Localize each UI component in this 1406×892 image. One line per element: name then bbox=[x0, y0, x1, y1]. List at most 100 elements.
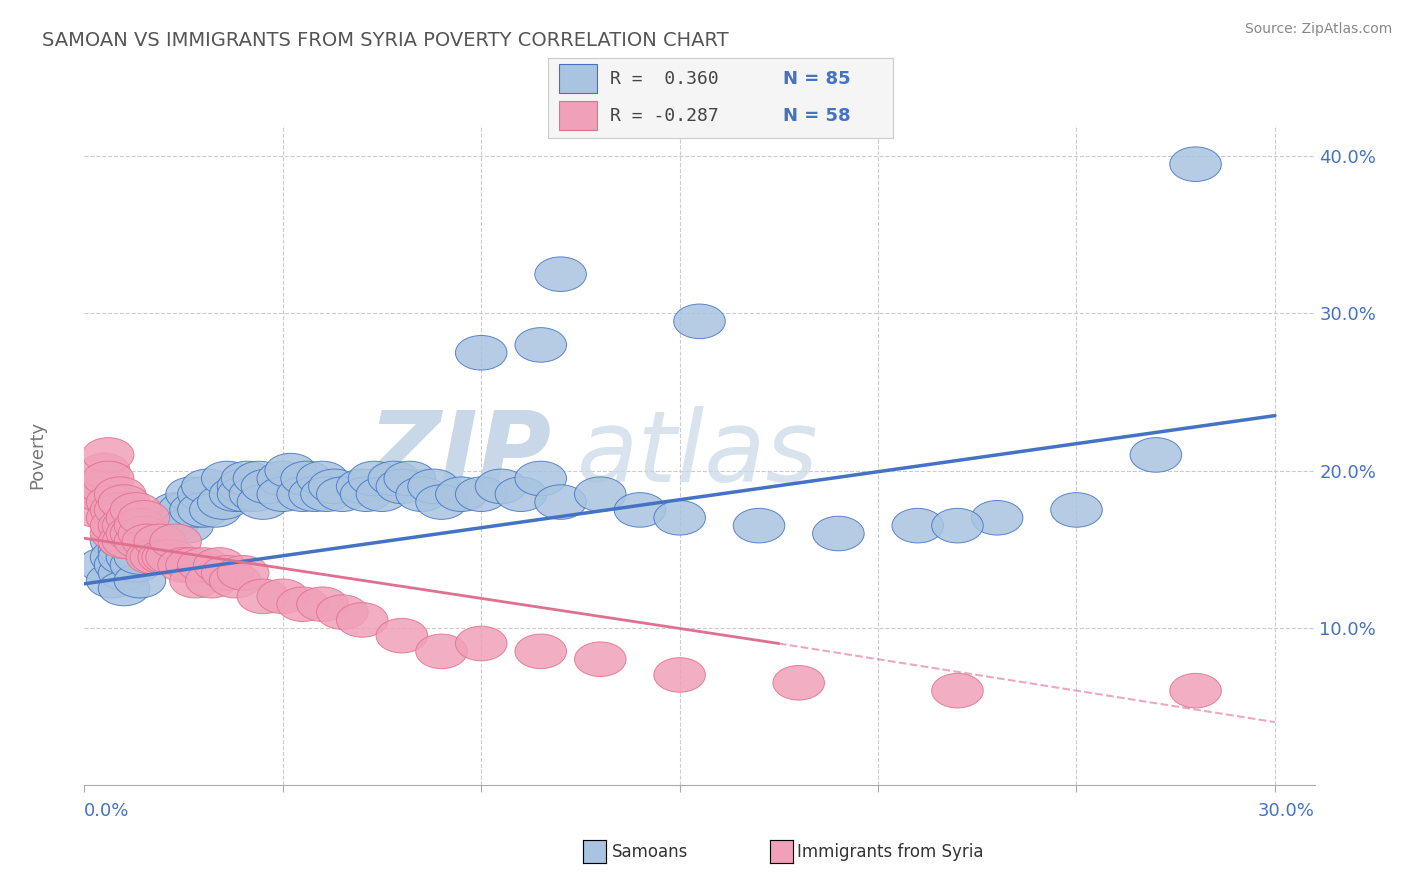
Ellipse shape bbox=[177, 492, 229, 527]
Ellipse shape bbox=[190, 492, 240, 527]
Ellipse shape bbox=[110, 516, 162, 550]
Ellipse shape bbox=[197, 484, 249, 519]
Ellipse shape bbox=[103, 508, 153, 543]
Ellipse shape bbox=[281, 461, 332, 496]
Ellipse shape bbox=[127, 516, 177, 550]
Ellipse shape bbox=[436, 477, 486, 511]
Ellipse shape bbox=[186, 564, 238, 598]
Ellipse shape bbox=[114, 540, 166, 574]
Ellipse shape bbox=[336, 469, 388, 504]
Ellipse shape bbox=[356, 477, 408, 511]
Ellipse shape bbox=[456, 335, 508, 370]
Ellipse shape bbox=[515, 461, 567, 496]
Text: 0.0%: 0.0% bbox=[84, 802, 129, 820]
Ellipse shape bbox=[118, 500, 170, 535]
Text: Source: ZipAtlas.com: Source: ZipAtlas.com bbox=[1244, 22, 1392, 37]
Ellipse shape bbox=[534, 257, 586, 292]
FancyBboxPatch shape bbox=[558, 64, 596, 94]
Ellipse shape bbox=[177, 548, 229, 582]
Ellipse shape bbox=[515, 634, 567, 669]
Ellipse shape bbox=[94, 477, 146, 511]
Ellipse shape bbox=[157, 548, 209, 582]
Ellipse shape bbox=[142, 540, 194, 574]
Ellipse shape bbox=[654, 500, 706, 535]
Ellipse shape bbox=[98, 524, 150, 558]
Ellipse shape bbox=[79, 548, 129, 582]
Ellipse shape bbox=[773, 665, 824, 700]
Ellipse shape bbox=[177, 477, 229, 511]
Ellipse shape bbox=[201, 461, 253, 496]
Ellipse shape bbox=[114, 508, 166, 543]
Ellipse shape bbox=[515, 327, 567, 362]
Ellipse shape bbox=[264, 453, 316, 488]
Ellipse shape bbox=[118, 524, 170, 558]
Text: 30.0%: 30.0% bbox=[1258, 802, 1315, 820]
Ellipse shape bbox=[98, 524, 150, 558]
Ellipse shape bbox=[162, 508, 214, 543]
Ellipse shape bbox=[238, 484, 288, 519]
Ellipse shape bbox=[277, 477, 329, 511]
Ellipse shape bbox=[257, 477, 308, 511]
Ellipse shape bbox=[94, 492, 146, 527]
Ellipse shape bbox=[475, 469, 527, 504]
Ellipse shape bbox=[90, 508, 142, 543]
Ellipse shape bbox=[86, 564, 138, 598]
Ellipse shape bbox=[194, 548, 245, 582]
Ellipse shape bbox=[134, 532, 186, 566]
Ellipse shape bbox=[90, 524, 142, 558]
Ellipse shape bbox=[86, 500, 138, 535]
Ellipse shape bbox=[932, 508, 983, 543]
Ellipse shape bbox=[98, 556, 150, 591]
Ellipse shape bbox=[368, 461, 420, 496]
Ellipse shape bbox=[107, 540, 157, 574]
Ellipse shape bbox=[150, 492, 201, 527]
Ellipse shape bbox=[166, 477, 218, 511]
Ellipse shape bbox=[166, 548, 218, 582]
Ellipse shape bbox=[107, 500, 157, 535]
Ellipse shape bbox=[209, 564, 262, 598]
Ellipse shape bbox=[83, 461, 134, 496]
Ellipse shape bbox=[316, 595, 368, 630]
Ellipse shape bbox=[98, 532, 150, 566]
Ellipse shape bbox=[297, 587, 349, 622]
Ellipse shape bbox=[90, 540, 142, 574]
Ellipse shape bbox=[972, 500, 1024, 535]
Ellipse shape bbox=[98, 540, 150, 574]
Ellipse shape bbox=[375, 618, 427, 653]
Ellipse shape bbox=[238, 579, 288, 614]
Ellipse shape bbox=[118, 516, 170, 550]
Ellipse shape bbox=[375, 469, 427, 504]
Ellipse shape bbox=[209, 477, 262, 511]
Ellipse shape bbox=[277, 587, 329, 622]
Ellipse shape bbox=[1170, 673, 1222, 708]
Text: R = -0.287: R = -0.287 bbox=[610, 107, 718, 125]
Ellipse shape bbox=[138, 540, 190, 574]
Ellipse shape bbox=[316, 477, 368, 511]
Ellipse shape bbox=[614, 492, 666, 527]
Ellipse shape bbox=[673, 304, 725, 339]
Ellipse shape bbox=[396, 477, 447, 511]
Ellipse shape bbox=[86, 484, 138, 519]
Ellipse shape bbox=[240, 469, 292, 504]
Ellipse shape bbox=[118, 508, 170, 543]
Ellipse shape bbox=[218, 469, 269, 504]
Ellipse shape bbox=[107, 516, 157, 550]
Ellipse shape bbox=[75, 477, 127, 511]
Ellipse shape bbox=[297, 461, 349, 496]
Ellipse shape bbox=[146, 540, 197, 574]
Ellipse shape bbox=[416, 484, 467, 519]
Ellipse shape bbox=[654, 657, 706, 692]
Ellipse shape bbox=[170, 564, 221, 598]
Ellipse shape bbox=[98, 508, 150, 543]
Ellipse shape bbox=[575, 477, 626, 511]
Ellipse shape bbox=[138, 540, 190, 574]
Ellipse shape bbox=[891, 508, 943, 543]
Ellipse shape bbox=[122, 524, 174, 558]
Text: Samoans: Samoans bbox=[612, 843, 688, 861]
Ellipse shape bbox=[932, 673, 983, 708]
Ellipse shape bbox=[1170, 147, 1222, 181]
Ellipse shape bbox=[103, 524, 153, 558]
Text: SAMOAN VS IMMIGRANTS FROM SYRIA POVERTY CORRELATION CHART: SAMOAN VS IMMIGRANTS FROM SYRIA POVERTY … bbox=[42, 31, 728, 50]
Ellipse shape bbox=[233, 461, 285, 496]
Ellipse shape bbox=[813, 516, 865, 550]
